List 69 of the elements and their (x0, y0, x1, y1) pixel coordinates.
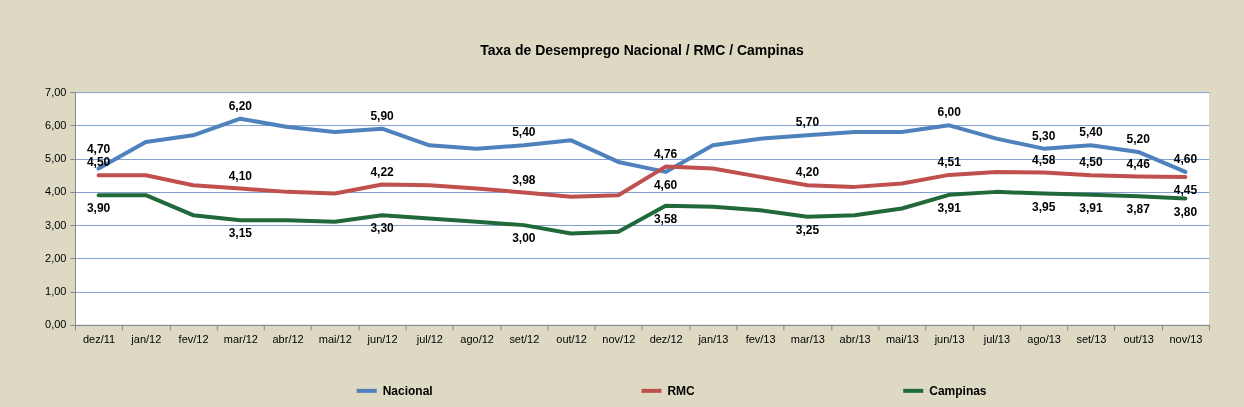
legend-label: RMC (667, 383, 696, 398)
x-tick-label: mar/12 (223, 333, 258, 346)
data-label: 4,22 (370, 164, 395, 179)
data-label: 5,90 (370, 108, 395, 123)
data-label: 3,80 (1173, 204, 1198, 219)
data-label: 5,20 (1126, 131, 1151, 146)
data-label: 6,20 (228, 98, 253, 113)
x-tick-label: set/13 (1076, 333, 1107, 346)
data-label: 4,46 (1126, 156, 1151, 171)
data-label: 4,45 (1173, 182, 1198, 197)
x-tick-label: dez/11 (82, 333, 116, 346)
data-label: 3,91 (1079, 200, 1103, 215)
x-tick-label: mai/12 (318, 333, 352, 346)
data-label: 4,51 (937, 154, 962, 169)
x-tick-label: jun/12 (366, 333, 398, 346)
data-label: 4,10 (228, 168, 253, 183)
y-tick-label: 7,00 (45, 85, 67, 98)
x-tick-label: jan/12 (130, 333, 162, 346)
y-tick-label: 1,00 (45, 285, 67, 298)
x-tick-label: ago/13 (1027, 333, 1061, 346)
x-tick-label: out/13 (1123, 333, 1154, 346)
data-label: 5,40 (512, 125, 536, 140)
data-label: 3,58 (653, 211, 678, 226)
data-label: 4,50 (1079, 155, 1103, 170)
data-label: 4,76 (653, 146, 678, 161)
y-tick-label: 2,00 (45, 251, 67, 264)
data-label: 4,60 (653, 177, 678, 192)
x-tick-label: nov/12 (602, 333, 636, 346)
data-label: 5,30 (1031, 128, 1056, 143)
legend-label: Campinas (929, 383, 987, 398)
data-label: 6,00 (937, 105, 962, 120)
data-label: 4,58 (1031, 152, 1056, 167)
data-label: 4,50 (86, 155, 111, 170)
data-label: 3,91 (937, 200, 962, 215)
x-tick-label: mar/13 (790, 333, 825, 346)
y-tick-label: 6,00 (45, 118, 67, 131)
data-label: 5,40 (1079, 125, 1103, 140)
data-label: 3,87 (1126, 202, 1151, 217)
x-tick-label: out/12 (556, 333, 587, 346)
x-tick-label: nov/13 (1169, 333, 1203, 346)
x-tick-label: jun/13 (933, 333, 965, 346)
y-tick-label: 4,00 (45, 185, 67, 198)
x-tick-label: dez/12 (649, 333, 683, 346)
data-label: 4,70 (86, 141, 111, 156)
data-label: 3,25 (795, 222, 820, 237)
data-label: 3,15 (228, 226, 253, 241)
data-label: 3,90 (86, 201, 111, 216)
x-tick-label: ago/12 (460, 333, 494, 346)
x-tick-label: abr/12 (272, 333, 304, 346)
data-label: 3,00 (512, 231, 536, 246)
x-tick-label: jul/12 (415, 333, 443, 346)
x-tick-label: mai/13 (885, 333, 919, 346)
x-tick-label: fev/12 (178, 333, 209, 346)
data-label: 5,70 (795, 115, 820, 130)
data-label: 3,98 (512, 172, 536, 187)
y-tick-label: 5,00 (45, 152, 67, 165)
x-tick-label: set/12 (509, 333, 540, 346)
y-tick-label: 3,00 (45, 218, 67, 231)
y-tick-label: 0,00 (45, 318, 67, 331)
data-label: 3,95 (1031, 199, 1056, 214)
chart-title: Taxa de Desemprego Nacional / RMC / Campinas (480, 42, 804, 59)
x-tick-label: jan/13 (697, 333, 729, 346)
x-tick-label: fev/13 (745, 333, 776, 346)
legend-label: Nacional (382, 383, 433, 398)
data-label: 4,60 (1173, 151, 1198, 166)
x-tick-label: jul/13 (982, 333, 1011, 346)
x-tick-label: abr/13 (839, 333, 871, 346)
data-label: 3,30 (370, 221, 395, 236)
data-label: 4,20 (795, 165, 820, 180)
